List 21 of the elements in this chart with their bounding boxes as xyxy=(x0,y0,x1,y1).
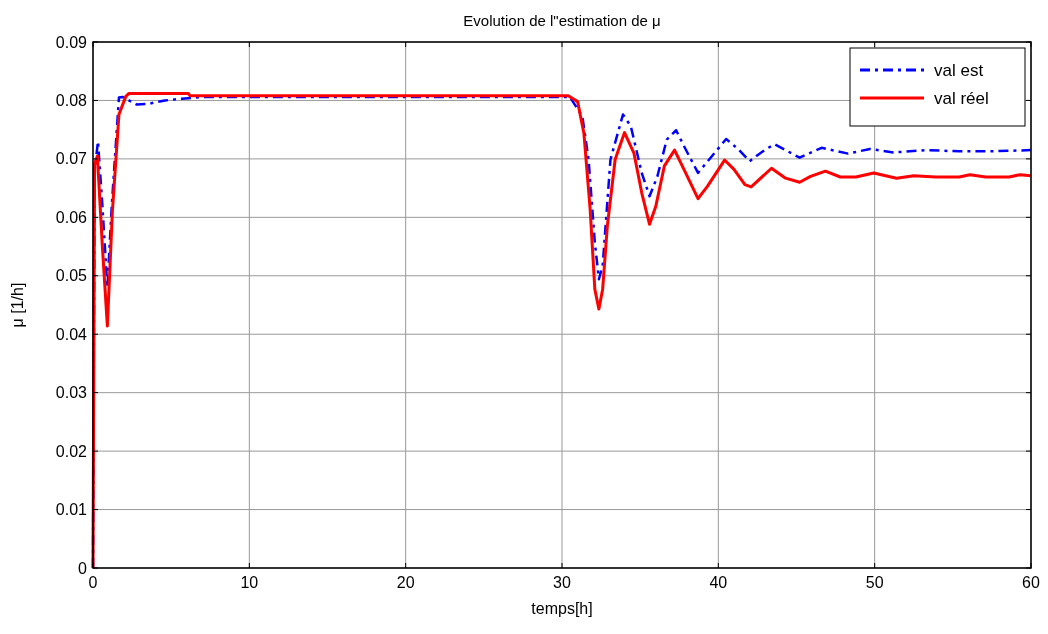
x-axis-title: temps[h] xyxy=(531,600,593,617)
x-tick-label: 50 xyxy=(865,574,884,591)
y-tick-label: 0.04 xyxy=(55,325,88,343)
y-axis-title: μ [1/h] xyxy=(9,282,26,328)
x-tick-label: 60 xyxy=(1022,574,1040,591)
y-tick-label: 0.06 xyxy=(55,208,88,226)
y-tick-label: 0.03 xyxy=(55,384,88,402)
y-tick-label: 0.01 xyxy=(55,501,88,519)
y-tick-label: 0.05 xyxy=(55,267,88,285)
legend-label: val est xyxy=(934,60,984,80)
x-tick-label: 20 xyxy=(396,574,415,591)
chart-title: Evolution de l"estimation de μ xyxy=(463,12,661,29)
y-tick-label: 0 xyxy=(78,559,88,577)
x-tick-label: 10 xyxy=(240,574,259,591)
legend-label: val réel xyxy=(934,88,989,108)
y-tick-label: 0.07 xyxy=(55,150,88,168)
y-tick-label: 0.08 xyxy=(55,92,88,110)
y-tick-label: 0.09 xyxy=(55,33,88,51)
x-tick-label: 30 xyxy=(553,574,571,591)
x-tick-label: 40 xyxy=(709,574,728,591)
y-tick-label: 0.02 xyxy=(55,442,88,460)
